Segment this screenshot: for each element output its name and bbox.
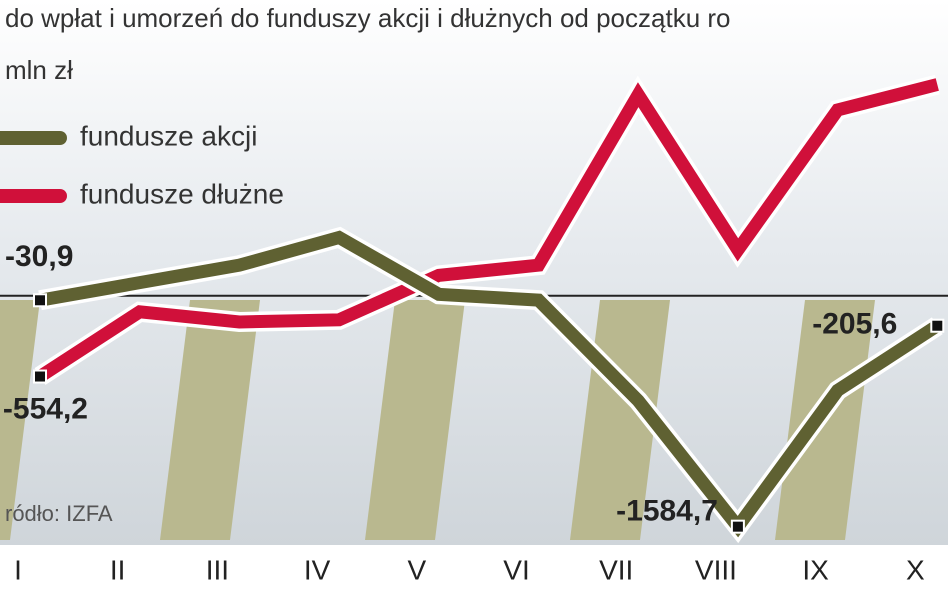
legend-label: fundusze dłużne bbox=[80, 178, 284, 209]
stripes bbox=[0, 300, 875, 540]
point-marker bbox=[730, 519, 745, 534]
x-tick-label: III bbox=[206, 554, 229, 585]
point-marker bbox=[33, 293, 47, 308]
data-label: -1584,7 bbox=[616, 495, 718, 528]
series-line bbox=[36, 78, 939, 382]
legend-label: fundusze akcji bbox=[80, 120, 257, 151]
series-line bbox=[38, 230, 941, 538]
x-tick-label: VI bbox=[503, 554, 529, 585]
data-label: -205,6 bbox=[812, 308, 897, 341]
data-label: -554,2 bbox=[3, 392, 88, 425]
axis-band bbox=[0, 545, 948, 593]
x-tick-label: I bbox=[14, 554, 22, 585]
chart-title: do wpłat i umorzeń do funduszy akcji i d… bbox=[5, 3, 731, 33]
unit-label: mln zł bbox=[5, 55, 73, 85]
source: ródło: IZFA bbox=[5, 501, 113, 526]
data-label: -30,9 bbox=[5, 240, 73, 273]
x-tick-label: IV bbox=[304, 554, 331, 585]
x-tick-label: II bbox=[110, 554, 126, 585]
x-tick-label: X bbox=[906, 554, 925, 585]
x-tick-label: VIII bbox=[695, 554, 737, 585]
point-marker bbox=[930, 318, 945, 333]
x-tick-label: V bbox=[407, 554, 426, 585]
x-tick-label: IX bbox=[802, 554, 829, 585]
x-tick-label: VII bbox=[599, 554, 633, 585]
point-marker bbox=[33, 369, 47, 384]
